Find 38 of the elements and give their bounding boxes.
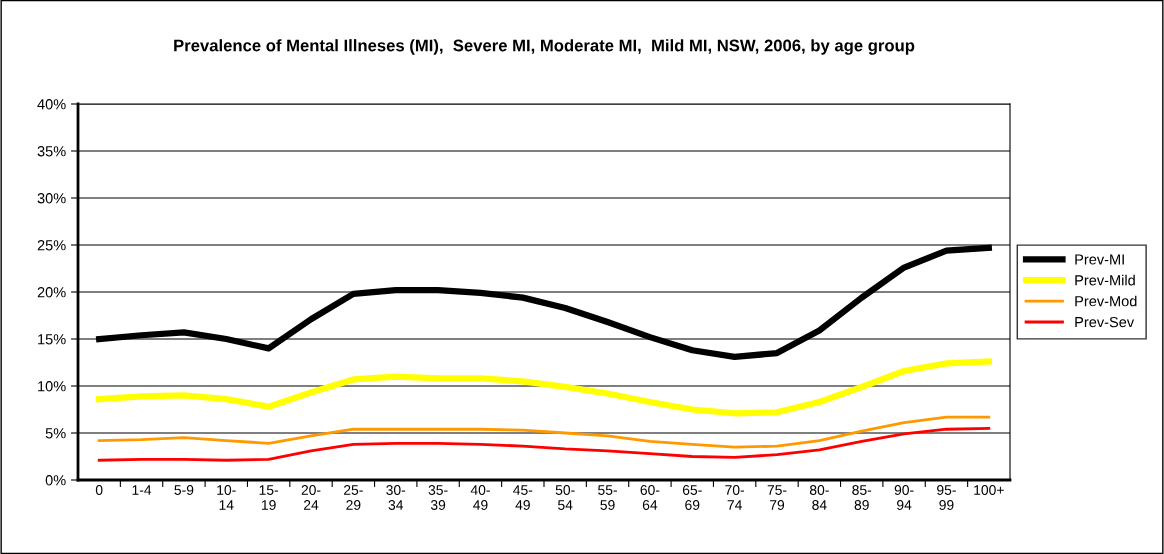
y-tick-label: 10% — [38, 381, 66, 392]
x-tick-label: 70- 74 — [725, 485, 745, 510]
y-tick-label: 15% — [38, 334, 66, 345]
x-tick-label: 1-4 — [132, 485, 152, 495]
x-tick-label: 20- 24 — [301, 485, 321, 510]
legend-label: Prev-Mod — [1075, 295, 1137, 307]
y-tick-label: 5% — [45, 428, 66, 439]
x-tick-label: 95- 99 — [937, 485, 956, 510]
x-tick-label: 10- 14 — [217, 485, 236, 510]
x-tick-label: 80- 84 — [809, 485, 829, 510]
x-tick-label: 40- 49 — [470, 485, 490, 510]
x-tick-label: 35- 39 — [428, 485, 448, 510]
x-tick-label: 15- 19 — [259, 485, 279, 510]
chart-title: Prevalence of Mental Illneses (MI), Severe MI, Moderate MI, Mild MI, NSW, 2006, by age group — [174, 39, 915, 55]
x-tick-label: 75- 79 — [767, 485, 787, 510]
y-tick-label: 40% — [37, 99, 66, 110]
legend-label: Prev-Mild — [1075, 274, 1135, 286]
x-tick-label: 85- 89 — [852, 485, 872, 510]
x-tick-label: 100+ — [974, 485, 1004, 495]
y-tick-label: 25% — [37, 240, 66, 251]
x-tick-label: 90- 94 — [894, 485, 914, 510]
line-series — [97, 426, 991, 462]
y-tick-label: 0% — [45, 475, 66, 486]
y-tick-label: 30% — [37, 193, 66, 204]
x-tick-label: 25- 29 — [344, 485, 363, 510]
x-tick-label: 65- 69 — [682, 485, 702, 510]
legend-label: Prev-MI — [1075, 254, 1124, 265]
y-tick-label: 35% — [37, 146, 66, 157]
legend-label: Prev-Sev — [1075, 316, 1135, 328]
x-tick-label: 5-9 — [174, 485, 194, 495]
x-tick-label: 0 — [95, 485, 103, 495]
x-tick-label: 30- 34 — [386, 485, 406, 510]
line-series — [97, 415, 991, 449]
x-tick-label: 45- 49 — [513, 485, 533, 510]
y-tick-label: 20% — [37, 287, 66, 298]
x-tick-label: 50- 54 — [555, 485, 575, 510]
x-tick-label: 60- 64 — [640, 485, 660, 510]
x-tick-label: 55- 59 — [598, 485, 617, 510]
